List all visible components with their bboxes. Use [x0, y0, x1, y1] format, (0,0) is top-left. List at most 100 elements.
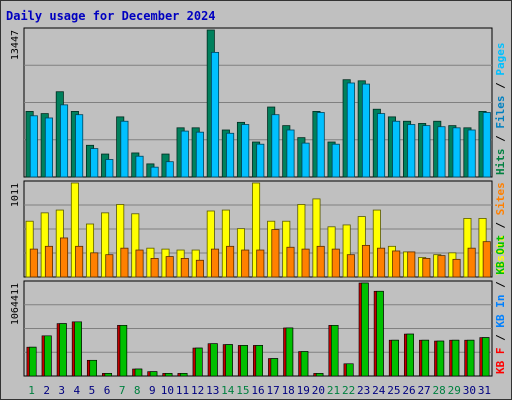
bar-sites — [452, 258, 461, 278]
bar-visits — [85, 223, 95, 278]
bar-sites — [150, 258, 159, 278]
bar-sites — [180, 258, 189, 278]
day-label: 29 — [448, 384, 461, 397]
visits-panel-legend-item: / — [494, 222, 507, 236]
bar-files — [226, 132, 235, 178]
bar-sites — [301, 248, 310, 278]
bar-kbytes — [436, 340, 445, 377]
bar-sites — [467, 247, 476, 278]
bar-files — [331, 143, 340, 178]
bar-sites — [135, 249, 144, 278]
bar-files — [437, 126, 446, 178]
bar-sites — [44, 245, 53, 278]
bar-kbytes — [451, 339, 460, 377]
bar-sites — [210, 248, 220, 278]
bar-kbytes — [74, 321, 82, 377]
bar-kbytes — [119, 325, 128, 377]
day-label: 6 — [104, 384, 111, 397]
kbytes-panel-legend-item: KB F — [494, 348, 507, 375]
bar-sites — [346, 254, 355, 278]
bar-kbytes — [346, 363, 354, 377]
bar-files — [29, 115, 38, 178]
bar-sites — [407, 251, 416, 278]
day-label: 24 — [372, 384, 386, 397]
bar-kbytes — [104, 373, 113, 377]
visits-panel-legend: Visits / Sites — [494, 182, 507, 275]
bar-kbytes — [481, 337, 490, 377]
bar-files — [120, 120, 129, 178]
bar-kbytes — [315, 373, 324, 377]
bar-visits — [206, 210, 215, 278]
bar-visits — [342, 224, 351, 278]
bar-files — [150, 166, 159, 178]
bar-sites — [392, 250, 401, 278]
bar-kbytes — [180, 373, 188, 377]
bar-kbytes — [376, 290, 384, 377]
bar-kbytes — [240, 345, 248, 377]
bar-sites — [422, 258, 431, 278]
day-label: 12 — [191, 384, 204, 397]
hits-panel-legend-item: Pages — [494, 43, 507, 83]
day-label: 21 — [327, 384, 340, 397]
day-label: 28 — [433, 384, 446, 397]
bar-visits — [312, 198, 321, 278]
bar-kbytes — [89, 359, 97, 377]
bar-visits — [101, 212, 110, 278]
hits-panel-legend: Hits / Files / Pages — [494, 43, 507, 176]
bar-files — [271, 114, 280, 178]
bar-sites — [29, 248, 38, 278]
day-label: 22 — [342, 384, 355, 397]
bar-sites — [331, 248, 340, 278]
bar-visits — [70, 182, 79, 278]
day-label: 3 — [58, 384, 65, 397]
bar-kbytes — [134, 368, 143, 377]
bar-files — [301, 142, 310, 178]
visits-panel-ymax-label: 1011 — [10, 183, 21, 207]
bar-files — [346, 82, 355, 178]
day-label: 5 — [89, 384, 96, 397]
bar-files — [180, 130, 189, 178]
bar-files — [135, 155, 144, 178]
bar-files — [165, 161, 174, 178]
bar-files — [467, 129, 476, 178]
hits-panel-legend-item: Files — [494, 96, 507, 136]
bar-visits — [297, 204, 306, 278]
bar-files — [361, 83, 371, 178]
bar-sites — [60, 237, 69, 278]
day-label: 23 — [357, 384, 370, 397]
bar-visits — [372, 209, 381, 278]
bar-sites — [256, 249, 265, 278]
day-label: 27 — [417, 384, 430, 397]
day-label: 9 — [149, 384, 156, 397]
bar-files — [75, 114, 84, 178]
day-label: 25 — [387, 384, 400, 397]
bar-visits — [40, 212, 49, 278]
day-label: 8 — [134, 384, 141, 397]
bar-sites — [105, 254, 114, 278]
kbytes-panel-legend-item: / — [494, 334, 507, 348]
day-label: 13 — [206, 384, 219, 397]
kbytes-panel-legend-item: KB In — [494, 295, 507, 335]
bar-files — [316, 112, 325, 178]
bar-kbytes — [466, 339, 475, 377]
bar-kbytes — [270, 358, 279, 377]
day-label: 31 — [478, 384, 491, 397]
bar-kbytes — [225, 344, 233, 377]
bar-files — [44, 117, 53, 178]
day-label: 15 — [236, 384, 249, 397]
bar-sites — [241, 249, 250, 278]
bar-kbytes — [255, 345, 263, 377]
bar-visits — [116, 204, 125, 278]
bar-kbytes — [29, 346, 37, 377]
bar-files — [210, 51, 220, 178]
bar-visits — [221, 209, 230, 278]
bar-files — [422, 125, 431, 178]
kbytes-panel-legend-item: / — [494, 281, 507, 295]
bar-files — [256, 143, 265, 178]
bar-kbytes — [210, 343, 218, 377]
bar-sites — [165, 256, 174, 278]
day-label: 19 — [297, 384, 310, 397]
day-label: 11 — [176, 384, 189, 397]
